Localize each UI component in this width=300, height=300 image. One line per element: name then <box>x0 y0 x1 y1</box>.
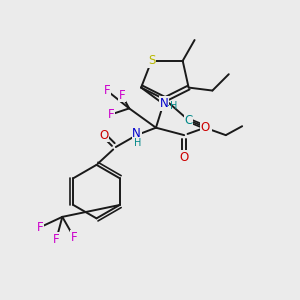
Text: ·H: ·H <box>167 101 177 111</box>
Text: O: O <box>200 121 210 134</box>
Text: S: S <box>148 54 155 67</box>
Text: N: N <box>160 97 168 110</box>
Text: F: F <box>108 108 115 121</box>
Text: N: N <box>132 127 141 140</box>
Text: O: O <box>180 151 189 164</box>
Text: F: F <box>103 84 110 97</box>
Text: F: F <box>71 231 77 244</box>
Text: O: O <box>99 129 109 142</box>
Text: H: H <box>134 138 141 148</box>
Text: N: N <box>202 121 211 134</box>
Text: F: F <box>118 88 125 101</box>
Text: F: F <box>53 233 60 246</box>
Text: F: F <box>37 221 43 234</box>
Text: C: C <box>184 114 193 127</box>
